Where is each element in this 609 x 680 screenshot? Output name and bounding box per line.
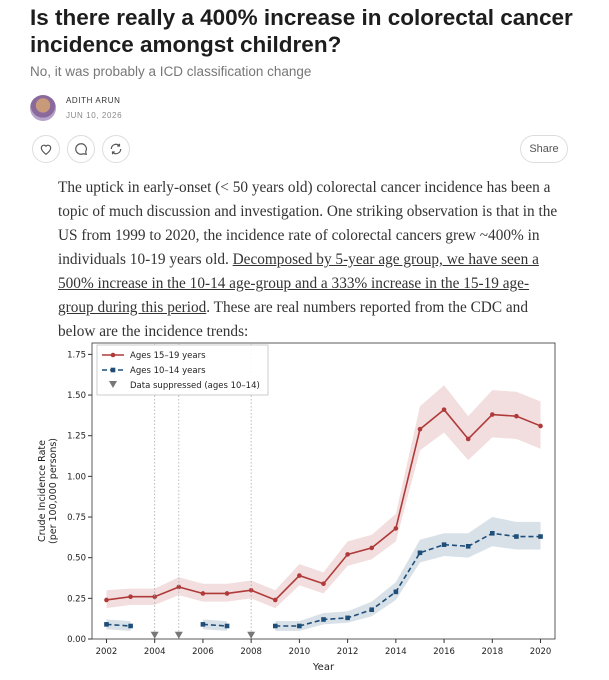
plot-frame (91, 342, 556, 640)
x-tick-label: 2002 (96, 647, 118, 657)
comment-icon (75, 143, 88, 155)
x-tick-label: 2006 (192, 647, 214, 657)
y-axis-label: (per 100,000 persons) (48, 438, 59, 544)
y-tick-label: 1.50 (67, 391, 86, 401)
data-point (345, 615, 350, 621)
data-point (321, 617, 326, 622)
data-point (248, 587, 254, 593)
y-tick-label: 0.00 (67, 635, 86, 645)
article-subtitle: No, it was probably a ICD classification… (30, 64, 312, 79)
data-point (538, 423, 543, 429)
article-paragraph: The uptick in early-onset (< 50 years ol… (58, 176, 558, 344)
suppressed-marker (174, 631, 183, 639)
restack-icon (110, 143, 122, 155)
x-axis-label: Year (312, 662, 335, 673)
legend-marker (109, 381, 117, 388)
y-axis-label: Crude Incidence Rate (37, 440, 48, 542)
data-point (465, 436, 471, 442)
x-tick-label: 2010 (289, 647, 311, 657)
x-tick-label: 2012 (337, 647, 359, 657)
suppressed-marker (247, 631, 256, 639)
paragraph-text: The uptick in early-onset (< 50 years ol… (58, 179, 558, 268)
data-point (490, 412, 495, 417)
data-point (200, 622, 206, 627)
author-name[interactable]: ADITH ARUN (66, 96, 121, 105)
paragraph-link[interactable]: Decomposed by 5-year age group, we have … (58, 251, 539, 316)
data-point (465, 543, 471, 549)
x-tick-label: 2014 (385, 647, 407, 657)
y-tick-label: 0.75 (67, 513, 86, 523)
data-point (104, 597, 109, 603)
data-point (272, 623, 278, 629)
legend-label: Ages 10–14 years (130, 366, 206, 376)
data-point (200, 591, 206, 596)
data-point (297, 573, 302, 578)
data-point (417, 550, 423, 556)
legend-label: Data suppressed (ages 10–14) (130, 381, 260, 391)
legend-box (96, 344, 269, 396)
data-point (104, 622, 109, 627)
data-point (224, 623, 230, 629)
data-point (441, 407, 447, 412)
data-point (297, 623, 302, 629)
x-tick-label: 2016 (433, 647, 455, 657)
y-tick-label: 0.50 (67, 554, 86, 564)
confidence-band (275, 517, 541, 631)
data-point (490, 530, 495, 536)
suppressed-marker (150, 631, 159, 639)
like-button[interactable] (32, 135, 60, 163)
data-point (224, 591, 230, 596)
data-point (321, 581, 326, 587)
y-tick-label: 1.25 (67, 432, 86, 442)
data-point (272, 597, 278, 603)
data-point (152, 594, 157, 600)
data-point (369, 545, 375, 551)
confidence-band (106, 385, 541, 609)
x-tick-label: 2020 (530, 647, 552, 657)
data-point (441, 542, 447, 547)
restack-button[interactable] (102, 135, 130, 163)
data-point (176, 584, 182, 590)
article-title: Is there really a 400% increase in color… (30, 5, 573, 57)
x-tick-label: 2018 (481, 647, 503, 657)
post-date: JUN 10, 2026 (66, 111, 123, 120)
legend-label: Ages 15–19 years (130, 351, 206, 361)
share-button[interactable]: Share (520, 135, 568, 163)
y-tick-label: 0.25 (67, 594, 86, 604)
data-point (538, 534, 543, 539)
data-point (345, 552, 350, 557)
data-point (128, 623, 133, 629)
heart-icon (40, 144, 52, 155)
x-tick-label: 2008 (240, 647, 262, 657)
data-point (128, 594, 133, 600)
legend-marker (110, 352, 116, 358)
y-tick-label: 1.75 (67, 350, 86, 360)
x-tick-label: 2004 (144, 647, 166, 657)
chart: 0.00 0.25 0.50 0.75 1.00 1.25 1.50 1.75 2002 2004… (37, 342, 556, 673)
paragraph-text: . These are real numbers reported from t… (58, 299, 528, 340)
y-tick-label: 1.00 (67, 472, 86, 482)
data-point (514, 534, 519, 539)
data-point (369, 607, 375, 613)
data-point (393, 589, 399, 595)
data-point (417, 426, 423, 432)
series-line (106, 532, 541, 627)
comment-button[interactable] (67, 135, 95, 163)
author-avatar[interactable] (30, 95, 56, 121)
legend-marker (110, 367, 116, 373)
data-point (514, 413, 519, 419)
data-point (393, 526, 399, 531)
